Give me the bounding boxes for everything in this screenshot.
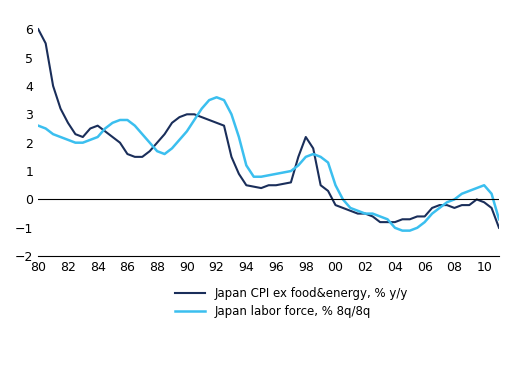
Japan CPI ex food&energy, % y/y xyxy=(251,184,257,189)
Japan CPI ex food&energy, % y/y xyxy=(35,27,41,32)
Japan CPI ex food&energy, % y/y xyxy=(161,132,168,136)
Japan CPI ex food&energy, % y/y xyxy=(355,211,361,216)
Japan CPI ex food&energy, % y/y xyxy=(266,183,272,187)
Japan labor force, % 8q/8q xyxy=(399,228,406,233)
Line: Japan CPI ex food&energy, % y/y: Japan CPI ex food&energy, % y/y xyxy=(38,29,499,228)
Japan labor force, % 8q/8q xyxy=(496,217,502,222)
Japan labor force, % 8q/8q xyxy=(176,137,182,142)
Legend: Japan CPI ex food&energy, % y/y, Japan labor force, % 8q/8q: Japan CPI ex food&energy, % y/y, Japan l… xyxy=(171,283,413,323)
Japan labor force, % 8q/8q xyxy=(161,152,168,156)
Japan labor force, % 8q/8q xyxy=(362,211,369,216)
Japan CPI ex food&energy, % y/y xyxy=(496,226,502,230)
Japan CPI ex food&energy, % y/y xyxy=(176,115,182,119)
Japan labor force, % 8q/8q xyxy=(35,123,41,128)
Japan labor force, % 8q/8q xyxy=(488,191,494,196)
Japan labor force, % 8q/8q xyxy=(258,174,264,179)
Japan labor force, % 8q/8q xyxy=(213,95,219,100)
Japan CPI ex food&energy, % y/y xyxy=(488,206,494,210)
Japan labor force, % 8q/8q xyxy=(273,172,279,176)
Line: Japan labor force, % 8q/8q: Japan labor force, % 8q/8q xyxy=(38,97,499,231)
